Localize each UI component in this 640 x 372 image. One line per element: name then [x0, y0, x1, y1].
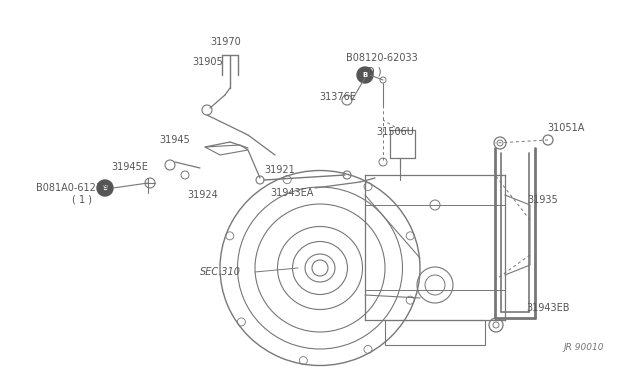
Text: 31970: 31970: [211, 37, 241, 47]
Text: JR 90010: JR 90010: [564, 343, 604, 353]
Text: 31905: 31905: [193, 57, 223, 67]
Text: 31921: 31921: [264, 165, 296, 175]
Text: 31945: 31945: [159, 135, 190, 145]
Text: B: B: [102, 185, 108, 191]
Text: 31924: 31924: [188, 190, 218, 200]
Text: SEC.310: SEC.310: [200, 267, 241, 277]
Text: 31506U: 31506U: [376, 127, 414, 137]
Text: ( D ): ( D ): [360, 67, 381, 77]
Text: B081A0-6121A: B081A0-6121A: [36, 183, 108, 193]
Circle shape: [357, 67, 373, 83]
Text: 31943EB: 31943EB: [526, 303, 570, 313]
Text: 31945E: 31945E: [111, 162, 148, 172]
Text: B: B: [362, 72, 367, 78]
Text: 31935: 31935: [527, 195, 558, 205]
Text: 31943EA: 31943EA: [270, 188, 314, 198]
Text: 31051A: 31051A: [547, 123, 585, 133]
Text: B08120-62033: B08120-62033: [346, 53, 418, 63]
Text: 31376E: 31376E: [319, 92, 356, 102]
Circle shape: [97, 180, 113, 196]
Text: ( 1 ): ( 1 ): [72, 195, 92, 205]
